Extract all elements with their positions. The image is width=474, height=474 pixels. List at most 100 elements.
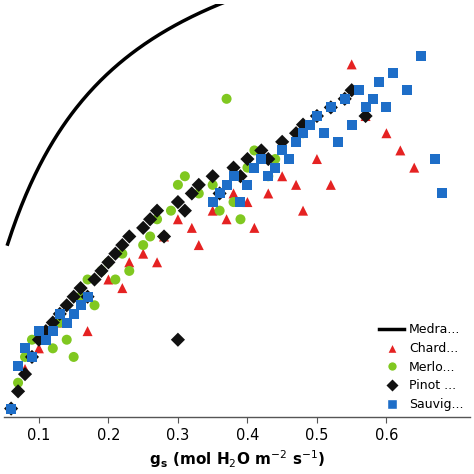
Point [209,198,217,206]
Point [313,112,321,120]
Point [257,146,265,154]
Point [160,233,168,240]
Point [91,301,98,309]
Point [278,146,286,154]
Point [244,198,251,206]
Point [174,198,182,206]
Point [174,216,182,223]
Point [299,129,307,137]
Point [105,258,112,266]
Point [244,181,251,189]
Point [348,121,356,128]
Point [21,345,29,352]
Point [181,173,189,180]
Point [278,173,286,180]
Point [35,328,43,335]
Point [355,86,363,94]
Point [139,250,147,257]
Point [195,241,202,249]
Point [181,207,189,214]
Point [278,138,286,146]
Point [334,138,342,146]
Point [195,190,202,197]
Point [56,310,64,318]
Point [126,258,133,266]
Point [139,241,147,249]
Point [292,181,300,189]
Point [84,293,91,301]
Point [84,293,91,301]
Point [264,173,272,180]
Point [111,250,119,257]
Point [70,310,77,318]
Point [299,129,307,137]
Point [251,146,258,154]
Point [118,241,126,249]
Point [14,362,22,369]
Point [70,293,77,301]
Point [348,86,356,94]
Point [188,224,196,232]
Point [383,129,390,137]
Point [167,207,175,214]
X-axis label: g$_\mathregular{s}$ (mol H$_2$O m$^{-2}$ s$^{-1}$): g$_\mathregular{s}$ (mol H$_2$O m$^{-2}$… [149,448,325,470]
Point [397,146,404,154]
Point [56,319,64,326]
Point [237,173,244,180]
Point [35,345,43,352]
Point [188,190,196,197]
Point [174,181,182,189]
Point [42,336,50,344]
Point [160,233,168,240]
Point [264,173,272,180]
Point [320,129,328,137]
Point [49,345,56,352]
Point [292,138,300,146]
Point [28,353,36,361]
Point [63,301,71,309]
Point [28,336,36,344]
Point [153,207,161,214]
Point [21,370,29,378]
Point [369,95,376,102]
Point [77,293,84,301]
Point [70,353,77,361]
Point [230,190,237,197]
Point [49,319,56,326]
Point [390,69,397,77]
Point [21,353,29,361]
Point [118,250,126,257]
Point [216,190,223,197]
Point [272,155,279,163]
Point [362,112,369,120]
Point [292,129,300,137]
Point [376,78,383,85]
Point [438,190,446,197]
Point [327,104,335,111]
Point [230,198,237,206]
Point [35,336,43,344]
Point [153,216,161,223]
Point [56,319,64,326]
Point [91,276,98,283]
Point [174,336,182,344]
Point [160,233,168,240]
Point [223,95,230,102]
Point [209,207,217,214]
Point [49,328,56,335]
Point [209,181,217,189]
Point [35,328,43,335]
Point [285,155,293,163]
Point [272,164,279,172]
Point [237,198,244,206]
Point [313,112,321,120]
Point [341,95,348,102]
Point [63,336,71,344]
Point [98,267,105,275]
Point [77,284,84,292]
Point [42,328,50,335]
Point [14,388,22,395]
Point [251,164,258,172]
Point [126,233,133,240]
Point [362,112,369,120]
